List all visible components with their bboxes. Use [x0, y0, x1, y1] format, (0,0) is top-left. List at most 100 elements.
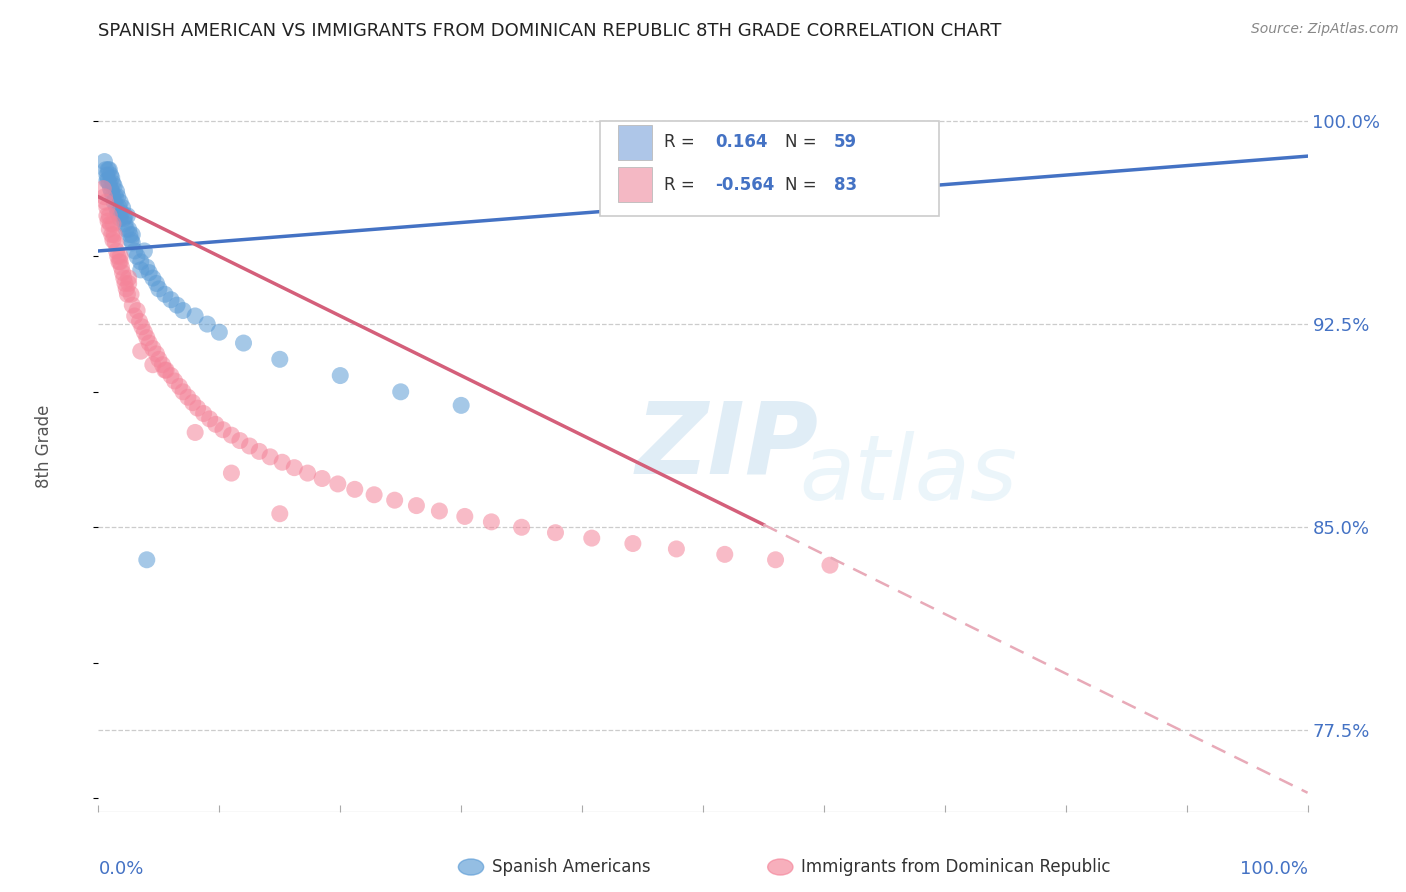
Point	[129, 344, 152, 359]
Point	[103, 227, 125, 242]
Text: -0.564: -0.564	[716, 176, 775, 194]
Point	[100, 170, 122, 185]
Point	[581, 531, 603, 545]
Point	[247, 444, 270, 458]
Point	[97, 173, 120, 187]
Point	[108, 211, 131, 226]
Point	[121, 235, 143, 250]
Point	[221, 466, 243, 480]
Point	[107, 249, 129, 263]
FancyBboxPatch shape	[600, 120, 939, 216]
Point	[229, 434, 252, 448]
Point	[259, 450, 281, 464]
Point	[818, 558, 841, 573]
Point	[96, 201, 118, 215]
Point	[104, 190, 127, 204]
Point	[98, 176, 121, 190]
Point	[108, 254, 131, 268]
Point	[94, 195, 117, 210]
Point	[108, 254, 131, 268]
Point	[108, 195, 131, 210]
Point	[124, 244, 146, 258]
Point	[148, 282, 170, 296]
Point	[94, 162, 117, 177]
Point	[115, 282, 138, 296]
Point	[429, 504, 451, 518]
Text: 0.164: 0.164	[716, 134, 768, 152]
Point	[127, 303, 149, 318]
Point	[163, 374, 186, 388]
Text: Immigrants from Dominican Republic: Immigrants from Dominican Republic	[801, 858, 1111, 876]
Point	[93, 154, 115, 169]
Text: 8th Grade: 8th Grade	[35, 404, 53, 488]
Text: Source: ZipAtlas.com: Source: ZipAtlas.com	[1251, 22, 1399, 37]
Point	[193, 407, 215, 421]
Point	[665, 541, 688, 556]
Point	[120, 233, 142, 247]
Point	[481, 515, 503, 529]
Point	[131, 319, 153, 334]
Point	[212, 423, 235, 437]
Bar	[619, 125, 652, 160]
Point	[713, 547, 735, 561]
Point	[103, 178, 125, 193]
Text: 100.0%: 100.0%	[1240, 861, 1308, 879]
Point	[129, 263, 152, 277]
Point	[198, 412, 221, 426]
Point	[204, 417, 226, 432]
Point	[98, 209, 121, 223]
Point	[100, 168, 122, 182]
Text: SPANISH AMERICAN VS IMMIGRANTS FROM DOMINICAN REPUBLIC 8TH GRADE CORRELATION CHA: SPANISH AMERICAN VS IMMIGRANTS FROM DOMI…	[98, 22, 1002, 40]
Point	[114, 277, 136, 291]
Point	[363, 488, 385, 502]
Point	[160, 368, 183, 383]
Point	[118, 222, 141, 236]
Point	[160, 293, 183, 307]
Point	[142, 358, 165, 372]
Point	[118, 277, 141, 291]
Bar	[619, 168, 652, 202]
Point	[91, 181, 114, 195]
Point	[110, 260, 132, 275]
Point	[166, 298, 188, 312]
Point	[112, 271, 135, 285]
Point	[454, 509, 477, 524]
Point	[134, 325, 156, 339]
Point	[93, 190, 115, 204]
Point	[138, 336, 160, 351]
Point	[121, 227, 143, 242]
Point	[100, 217, 122, 231]
Text: N =: N =	[785, 176, 823, 194]
Point	[765, 553, 787, 567]
Point	[450, 398, 472, 412]
Point	[510, 520, 533, 534]
Point	[269, 352, 291, 367]
Point	[124, 309, 146, 323]
Point	[208, 325, 231, 339]
Point	[283, 460, 305, 475]
Point	[97, 162, 120, 177]
Point	[111, 201, 134, 215]
Text: Spanish Americans: Spanish Americans	[492, 858, 651, 876]
Point	[145, 347, 167, 361]
Text: 0.0%: 0.0%	[98, 861, 143, 879]
Point	[177, 390, 200, 404]
Point	[232, 336, 254, 351]
Point	[142, 271, 165, 285]
Point	[107, 190, 129, 204]
Point	[153, 363, 176, 377]
Point	[153, 287, 176, 301]
Point	[117, 209, 139, 223]
Point	[96, 209, 118, 223]
Text: R =: R =	[664, 134, 700, 152]
Point	[184, 425, 207, 440]
Point	[329, 368, 352, 383]
Point	[384, 493, 406, 508]
Point	[172, 303, 194, 318]
Point	[128, 314, 150, 328]
Text: 59: 59	[834, 134, 856, 152]
Point	[108, 249, 131, 263]
Point	[145, 277, 167, 291]
Point	[297, 466, 319, 480]
Point	[142, 342, 165, 356]
